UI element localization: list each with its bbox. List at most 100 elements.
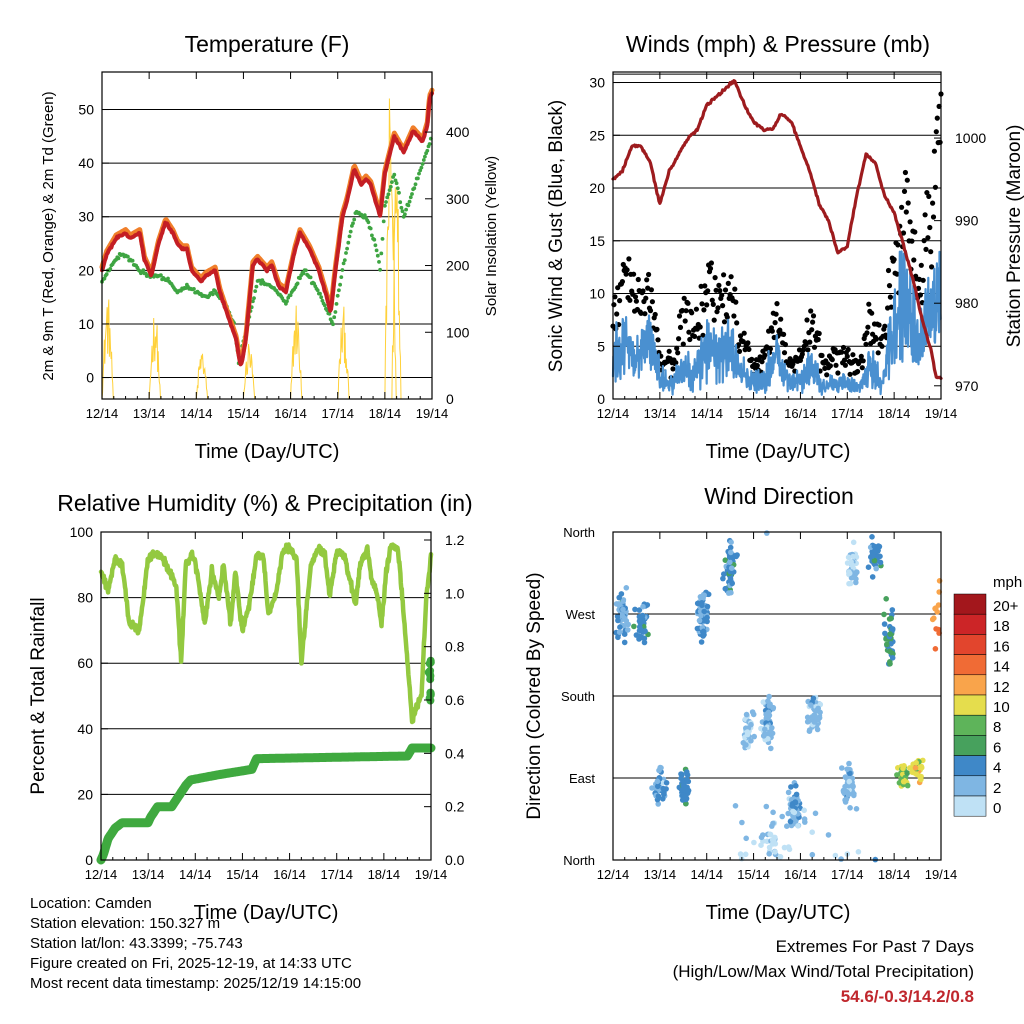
direction-point <box>843 796 850 802</box>
gust-point <box>900 230 907 236</box>
humidity-ytick-label: 0 <box>85 852 93 868</box>
legend-label: 2 <box>993 780 1001 797</box>
gust-point <box>638 310 644 316</box>
winds-xtick-label: 14/14 <box>690 406 723 421</box>
gust-point <box>666 348 672 354</box>
gust-point <box>855 368 861 375</box>
gust-point <box>782 341 789 348</box>
winds-ytick-right-label: 980 <box>955 295 979 311</box>
gust-point <box>869 310 875 316</box>
dewpoint-point <box>366 220 371 225</box>
gust-point <box>614 311 620 317</box>
temperature-xtick-label: 18/14 <box>369 406 402 421</box>
legend-swatch <box>953 593 987 615</box>
gust-point <box>841 357 848 363</box>
direction-point <box>808 702 814 708</box>
gust-point <box>901 188 908 194</box>
pressure-line <box>611 79 943 380</box>
humidity-xtick-label: 13/14 <box>132 867 165 882</box>
gust-point <box>675 350 681 356</box>
direction-point <box>889 607 896 613</box>
gust-point <box>676 313 683 319</box>
gust-point <box>875 350 881 356</box>
direction-point <box>869 534 875 540</box>
gust-point <box>691 333 698 339</box>
direction-point <box>869 552 876 559</box>
gust-point <box>734 320 740 326</box>
direction-point <box>772 849 778 855</box>
dewpoint-point <box>408 195 413 200</box>
direction-point <box>655 793 662 799</box>
direction-point <box>768 745 774 752</box>
direction-point <box>728 565 735 571</box>
dewpoint-point <box>406 203 411 208</box>
direction-point <box>737 851 744 857</box>
legend-label: 16 <box>993 638 1010 655</box>
gust-point <box>850 352 856 358</box>
direction-point <box>766 844 773 851</box>
gust-point <box>717 288 723 294</box>
winds-ytick-label: 25 <box>589 127 605 143</box>
gust-point <box>635 276 641 283</box>
legend-label: 0 <box>993 800 1001 817</box>
gust-point <box>932 184 939 190</box>
gust-point <box>839 349 845 355</box>
gust-point <box>912 229 918 235</box>
dewpoint-point <box>341 261 346 266</box>
direction-point <box>764 530 770 536</box>
dewpoint-point <box>347 234 352 239</box>
gust-point <box>925 235 931 241</box>
direction-point <box>698 612 704 619</box>
dewpoint-point <box>192 287 196 291</box>
gust-point <box>670 366 676 372</box>
winds-xtick-label: 17/14 <box>831 406 864 421</box>
winds-ytick-label: 20 <box>589 180 605 196</box>
extremes-subheading: (High/Low/Max Wind/Total Precipitation) <box>672 962 974 981</box>
direction-point <box>728 549 734 556</box>
gust-point <box>736 342 742 348</box>
dewpoint-point <box>351 221 355 226</box>
gust-point <box>689 310 695 316</box>
dewpoint-point <box>379 251 384 256</box>
direction-point <box>883 596 889 602</box>
gust-point <box>642 311 648 317</box>
gust-point <box>917 292 924 298</box>
gust-point <box>633 298 640 304</box>
winds-ytick-label: 10 <box>589 286 605 302</box>
direction-point <box>844 766 850 772</box>
direction-point <box>779 813 785 820</box>
dewpoint-point <box>335 293 340 298</box>
direction-point <box>846 570 853 577</box>
temperature-ytick-label: 30 <box>78 209 94 225</box>
station-latlon: Station lat/lon: 43.3399; -75.743 <box>30 935 243 952</box>
direction-point <box>694 600 701 607</box>
dewpoint-point <box>412 186 417 191</box>
solar-pulse <box>391 187 402 400</box>
humidity-ytick-right-label: 1.0 <box>445 585 465 601</box>
dewpoint-point <box>251 299 255 304</box>
direction-point <box>781 844 788 851</box>
dewpoint-point <box>394 181 399 186</box>
gust-point <box>810 313 817 319</box>
gust-point <box>769 328 775 334</box>
direction-point <box>804 714 811 721</box>
direction-point <box>810 695 817 702</box>
humidity-ticks: 12/14 13/14 14/14 15/14 16/14 17/14 18/14 19/14… <box>70 524 465 882</box>
gust-point <box>887 294 894 300</box>
gust-point <box>909 238 915 244</box>
dewpoint-point <box>417 171 421 176</box>
gust-point <box>619 279 626 285</box>
gust-point <box>724 314 730 320</box>
direction-point <box>762 726 768 733</box>
direction-point <box>748 738 754 744</box>
direction-point <box>845 554 852 561</box>
station-elevation: Station elevation: 150.327 m <box>30 915 221 932</box>
direction-point <box>873 565 879 572</box>
humidity-xtick-label: 16/14 <box>273 867 306 882</box>
direction-point <box>615 617 621 624</box>
rh-series <box>98 542 434 725</box>
direction-point <box>847 770 853 777</box>
gust-point <box>781 350 788 356</box>
gust-point <box>702 283 708 289</box>
direction-point <box>698 639 705 645</box>
